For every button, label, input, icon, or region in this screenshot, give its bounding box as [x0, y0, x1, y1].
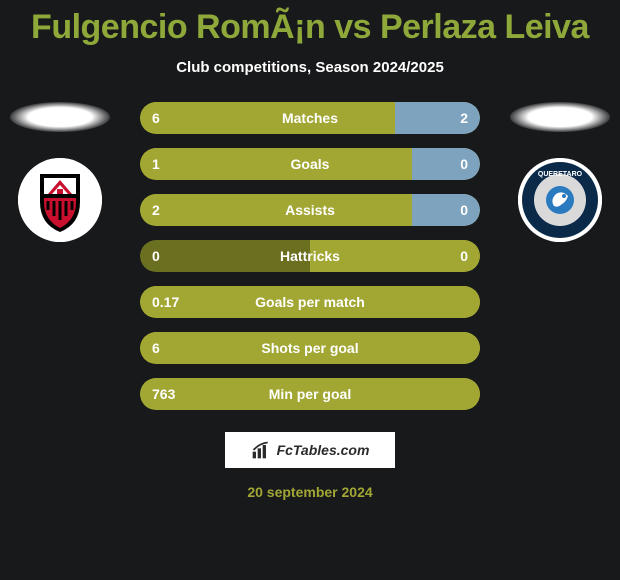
stat-label: Hattricks: [140, 240, 480, 272]
stat-value-right: 0: [460, 194, 468, 226]
svg-text:QUERETARO: QUERETARO: [538, 171, 583, 178]
stat-label: Matches: [140, 102, 480, 134]
stat-label: Shots per goal: [140, 332, 480, 364]
stat-row: 6Matches2: [140, 102, 480, 134]
stat-row: 763Min per goal: [140, 378, 480, 410]
stat-row: 0.17Goals per match: [140, 286, 480, 318]
date-text: 20 september 2024: [0, 484, 620, 500]
subtitle: Club competitions, Season 2024/2025: [0, 59, 620, 76]
atlas-crest-icon: [18, 158, 102, 242]
player-left-crest: [18, 158, 102, 242]
stat-row: 2Assists0: [140, 194, 480, 226]
stat-row: 1Goals0: [140, 148, 480, 180]
stat-row: 6Shots per goal: [140, 332, 480, 364]
stat-label: Goals: [140, 148, 480, 180]
player-right-crest: QUERETARO: [518, 158, 602, 242]
stat-label: Goals per match: [140, 286, 480, 318]
stat-row: 0Hattricks0: [140, 240, 480, 272]
stats-bars: 6Matches21Goals02Assists00Hattricks00.17…: [140, 102, 480, 410]
player-right-shadow: [510, 102, 610, 132]
footer-brand-box: FcTables.com: [225, 432, 395, 468]
comparison-arena: QUERETARO 6Matches21Goals02Assists00Hatt…: [0, 102, 620, 410]
queretaro-crest-icon: QUERETARO: [518, 158, 602, 242]
stat-value-right: 0: [460, 148, 468, 180]
stat-value-right: 2: [460, 102, 468, 134]
player-left-shadow: [10, 102, 110, 132]
footer-brand-text: FcTables.com: [277, 442, 370, 458]
page-title: Fulgencio RomÃ¡n vs Perlaza Leiva: [0, 0, 620, 47]
stat-label: Assists: [140, 194, 480, 226]
stat-label: Min per goal: [140, 378, 480, 410]
stat-value-right: 0: [460, 240, 468, 272]
fctables-logo-icon: [251, 440, 271, 460]
